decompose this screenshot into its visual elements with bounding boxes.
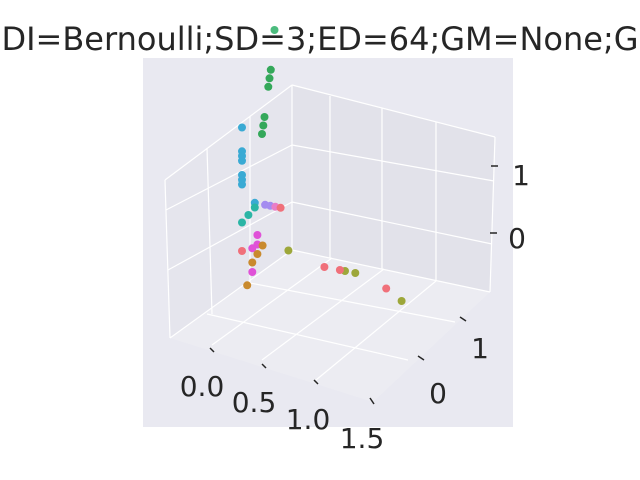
y-tick-label: 1 xyxy=(471,332,489,365)
scatter-point xyxy=(253,231,262,239)
scatter-points xyxy=(238,26,406,305)
scatter-point xyxy=(259,121,268,130)
grid-back-z-2 xyxy=(291,144,495,182)
grid-floor-x-3 xyxy=(315,280,437,381)
axis-ticks xyxy=(209,165,498,405)
scatter-point xyxy=(250,203,259,212)
grid-left-y-1 xyxy=(206,147,213,315)
scatter-point xyxy=(335,266,344,274)
x-tick-label: 1.0 xyxy=(286,403,331,436)
scatter-point xyxy=(248,244,257,253)
scatter-point xyxy=(270,26,279,34)
scatter-point xyxy=(238,247,246,255)
back-pane xyxy=(292,85,495,292)
scatter-point xyxy=(258,241,267,250)
scatter-point xyxy=(284,246,293,255)
scatter-point xyxy=(248,258,257,267)
grid-edge-back-bottom xyxy=(291,249,491,293)
grid-edge-right xyxy=(489,136,496,293)
grid-floor-y-2 xyxy=(249,282,456,323)
x-tick-mark xyxy=(209,347,215,353)
scatter-point xyxy=(238,123,246,132)
x-tick-label: 0.0 xyxy=(180,370,225,403)
grid-back-z-1 xyxy=(291,201,493,245)
scatter-point xyxy=(243,281,252,290)
scatter-point xyxy=(238,156,246,165)
grid-lines xyxy=(164,84,496,381)
x-tick-mark xyxy=(313,379,319,385)
grid-edge-left-bottom xyxy=(169,249,293,339)
scatter-point xyxy=(258,130,266,138)
scatter-point xyxy=(382,284,391,293)
scatter-point xyxy=(320,263,329,271)
z-tick-label: 0 xyxy=(508,222,526,255)
y-tick-mark xyxy=(417,355,425,361)
scatter-point xyxy=(397,297,406,305)
grid-edge-left xyxy=(164,179,171,339)
grid-floor-y-1 xyxy=(206,313,409,361)
scatter-point xyxy=(244,211,253,219)
x-tick-mark xyxy=(369,397,375,405)
z-tick-label: 1 xyxy=(512,159,530,192)
scatter-point xyxy=(238,180,246,189)
grid-floor-x-1 xyxy=(211,257,333,346)
grid-floor-x-2 xyxy=(261,268,385,361)
grid-left-z-2 xyxy=(165,144,293,211)
scatter-point xyxy=(266,65,275,74)
grid-left-z-1 xyxy=(167,201,293,271)
grid-edge-back-top xyxy=(291,84,496,138)
chart-title: DI=Bernoulli;SD=3;ED=64;GM=None;G xyxy=(1,20,638,58)
y-tick-label: 0 xyxy=(429,377,447,410)
scatter-point xyxy=(248,268,257,276)
left-pane xyxy=(165,85,292,338)
scatter-point xyxy=(265,74,274,83)
grid-edge-left-top xyxy=(164,84,293,181)
x-tick-label: 1.5 xyxy=(340,422,385,455)
scatter-point xyxy=(253,250,262,258)
scatter-point xyxy=(260,113,269,121)
scatter-point xyxy=(264,82,273,91)
x-tick-mark xyxy=(261,363,267,369)
scatter-point xyxy=(351,269,360,277)
x-tick-label: 0.5 xyxy=(232,386,277,419)
y-tick-mark xyxy=(459,316,467,322)
scatter-point xyxy=(276,203,285,212)
scatter-point xyxy=(238,218,246,227)
